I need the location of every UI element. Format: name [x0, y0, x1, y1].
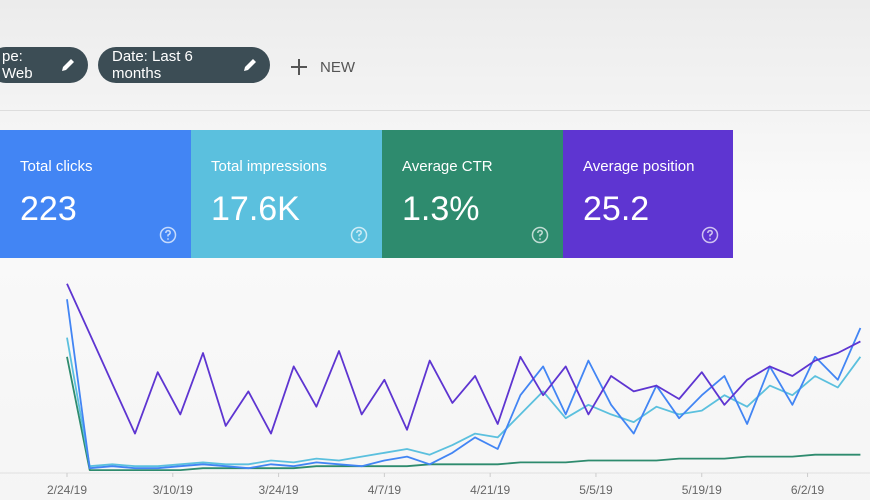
x-tick-label: 3/24/19 [259, 483, 299, 497]
metric-card[interactable]: Total clicks 223 [0, 130, 191, 258]
chart: 2/24/19 3/10/19 3/24/19 4/7/19 4/21/19 5/5/19… [0, 283, 870, 497]
x-tick-label: 6/2/19 [791, 483, 825, 497]
help-icon [701, 226, 719, 244]
edit-icon [61, 59, 74, 71]
metric-value: 25.2 [583, 190, 650, 228]
metric-value: 17.6K [211, 190, 300, 228]
x-tick-label: 5/19/19 [682, 483, 722, 497]
divider [0, 110, 870, 111]
new-button[interactable]: NEW [290, 58, 355, 76]
series-line [66, 337, 862, 468]
series-line [66, 283, 861, 435]
series-line [66, 356, 861, 471]
metric-card[interactable]: Average position 25.2 [563, 130, 733, 258]
metric-label: Average position [583, 158, 695, 175]
x-tick-label: 4/21/19 [470, 483, 510, 497]
filter-chip[interactable]: pe: Web [0, 47, 88, 83]
new-label: NEW [320, 58, 355, 76]
x-tick-label: 5/5/19 [579, 483, 613, 497]
x-tick-label: 3/10/19 [153, 483, 193, 497]
help-icon [350, 226, 368, 244]
metric-label: Total impressions [211, 158, 327, 175]
x-tick-label: 2/24/19 [47, 483, 87, 497]
filter-label: pe: Web [2, 48, 33, 82]
metric-card[interactable]: Average CTR 1.3% [382, 130, 563, 258]
x-tick-label: 4/7/19 [368, 483, 402, 497]
metric-card[interactable]: Total impressions 17.6K [191, 130, 382, 258]
filter-chip[interactable]: Date: Last 6 months [98, 47, 270, 83]
filter-label: Date: Last 6 months [112, 48, 193, 82]
series-line [66, 299, 862, 470]
edit-icon [243, 59, 256, 71]
metric-value: 223 [20, 190, 77, 228]
metric-value: 1.3% [402, 190, 480, 228]
help-icon [159, 226, 177, 244]
metric-label: Total clicks [20, 158, 93, 175]
plus-icon [291, 59, 307, 75]
metric-label: Average CTR [402, 158, 493, 175]
help-icon [531, 226, 549, 244]
